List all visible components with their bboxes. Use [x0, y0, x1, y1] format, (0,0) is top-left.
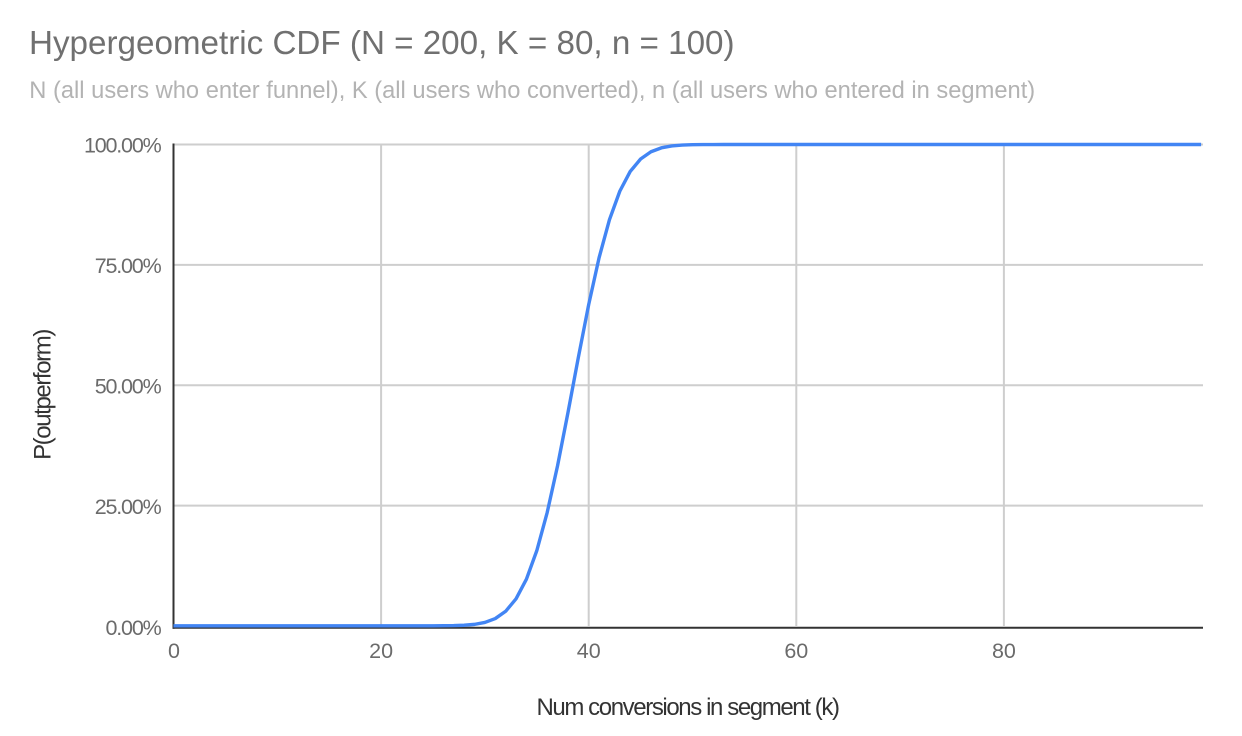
svg-text:75.00%: 75.00%: [95, 254, 162, 278]
svg-text:25.00%: 25.00%: [95, 495, 162, 519]
svg-text:Hypergeometric CDF (N = 200, K: Hypergeometric CDF (N = 200, K = 80, n =…: [29, 25, 735, 62]
svg-text:Num conversions in segment (k): Num conversions in segment (k): [536, 694, 839, 721]
svg-text:N (all users who enter funnel): N (all users who enter funnel), K (all u…: [29, 78, 1035, 104]
svg-text:60: 60: [784, 639, 808, 663]
svg-text:40: 40: [577, 639, 601, 663]
svg-text:20: 20: [369, 639, 393, 663]
svg-text:0.00%: 0.00%: [106, 616, 162, 640]
svg-text:100.00%: 100.00%: [84, 134, 162, 158]
svg-text:P(outperform): P(outperform): [30, 330, 57, 460]
svg-text:50.00%: 50.00%: [95, 374, 162, 398]
svg-text:0: 0: [168, 639, 180, 663]
svg-text:80: 80: [992, 639, 1016, 663]
